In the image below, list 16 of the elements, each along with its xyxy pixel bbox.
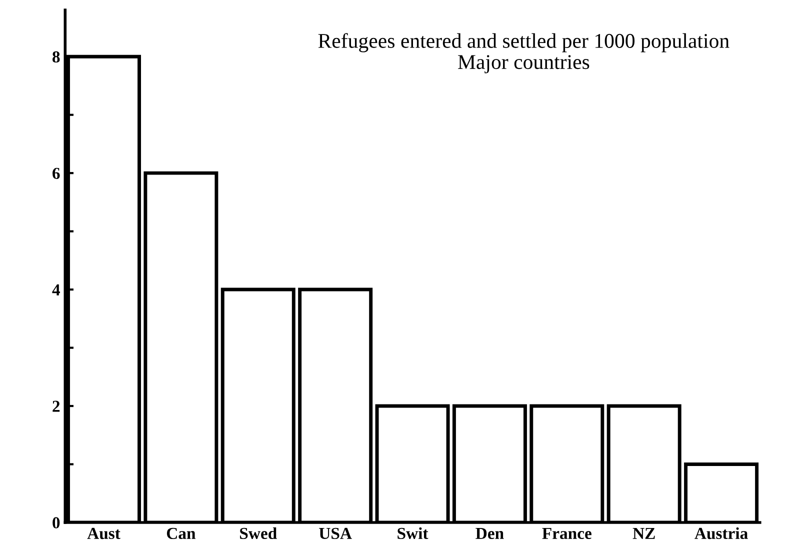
x-tick-label: France (542, 528, 592, 540)
text: Refugees entered and settled per 1000 population (318, 33, 730, 52)
y-tick-label: 0 (52, 517, 60, 528)
y-tick-label: 2 (52, 400, 60, 412)
x-tick-label: Can (166, 528, 196, 540)
y-tick-label: 6 (52, 168, 60, 180)
x-tick-label: Austria (694, 527, 748, 540)
y-tick-label: 4 (52, 284, 60, 296)
x-tick-label: NZ (632, 528, 655, 539)
x-tick-label: Den (476, 528, 504, 540)
x-tick-label: Aust (87, 528, 120, 540)
y-tick-label: 8 (52, 51, 60, 63)
text: Major countries (458, 55, 590, 74)
x-tick-label: Swed (240, 527, 277, 540)
x-tick-label: Swit (398, 527, 428, 540)
x-tick-label: USA (319, 528, 352, 540)
